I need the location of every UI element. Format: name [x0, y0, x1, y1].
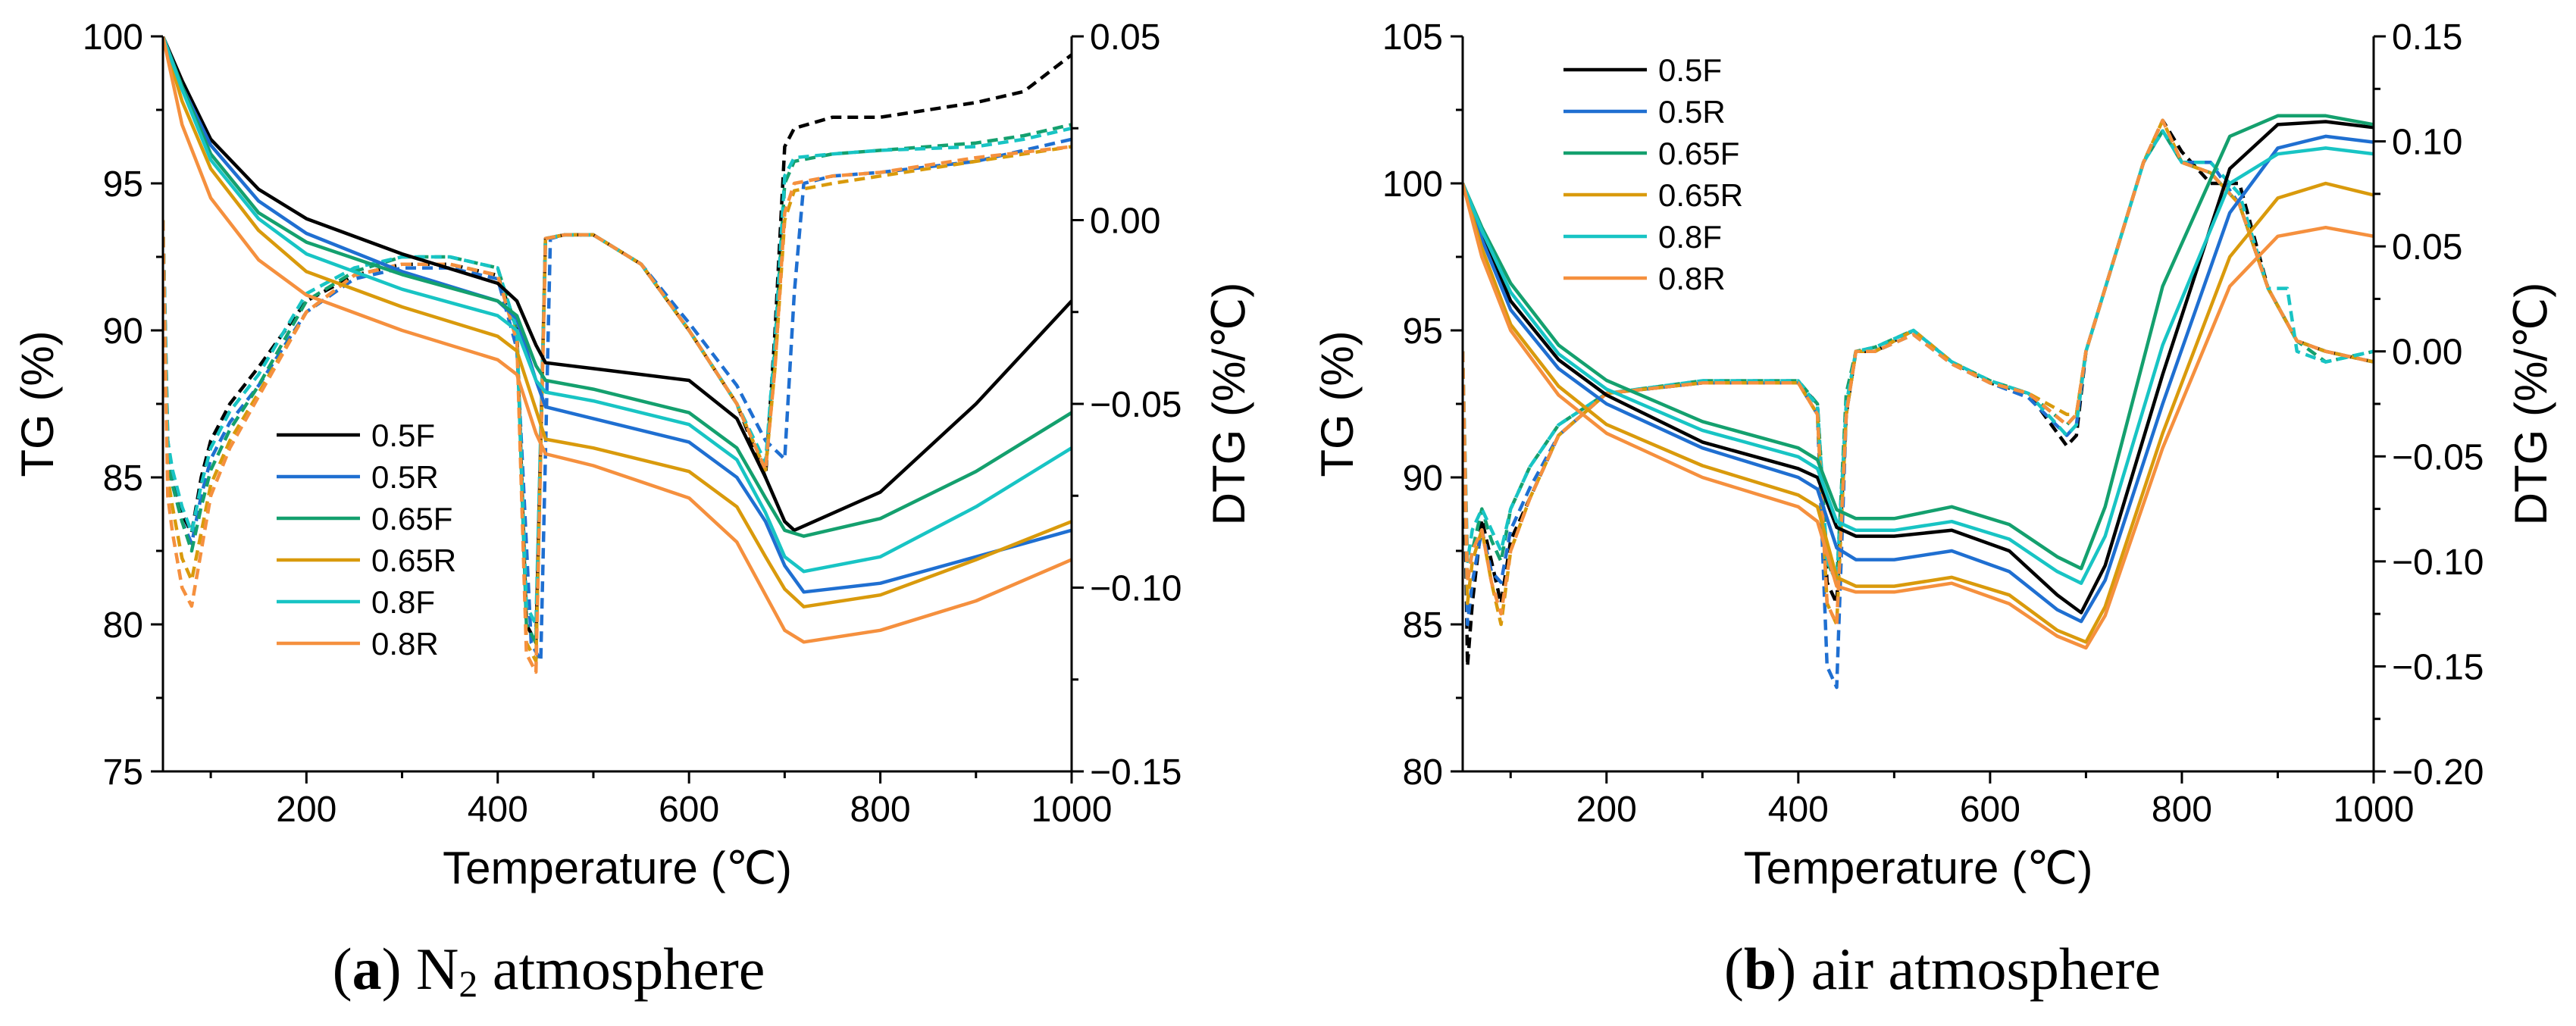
legend-b: 0.5F 0.5R 0.65F 0.65R 0.8F 0.8R: [1563, 52, 1743, 296]
legend-label-b-0.65F: 0.65F: [1658, 136, 1739, 171]
y2-tick-label-b-1: −0.15: [2392, 647, 2484, 687]
y2-tick-label-a-0: −0.15: [1090, 752, 1182, 793]
tg-line-b-0.8F: [1463, 146, 2374, 585]
chart-b: 200 400 600 800 1000 80 85 90 95 100 105 −0.20 −0.15…: [1312, 17, 2556, 893]
tg-line-a-0.5R: [163, 36, 1072, 594]
legend-label-a-0.65F: 0.65F: [371, 501, 452, 536]
y2-tick-label-b-0: −0.20: [2392, 752, 2484, 793]
y-tick-label-b-100: 100: [1382, 164, 1443, 205]
y-axis-title-b: TG (%): [1312, 330, 1363, 477]
y2-tick-label-a-4: 0.05: [1090, 17, 1160, 58]
x-axis-title-b: Temperature (℃): [1744, 843, 2093, 893]
tg-line-a-0.8R: [163, 36, 1072, 644]
tg-line-a-0.5F: [163, 36, 1072, 533]
x-tick-label-a-200: 200: [276, 790, 336, 830]
y2-tick-label-a-1: −0.10: [1090, 569, 1182, 609]
legend-label-b-0.5R: 0.5R: [1658, 94, 1726, 130]
y-axis-title-a: TG (%): [12, 330, 63, 477]
y2-tick-label-a-3: 0.00: [1090, 202, 1160, 242]
caption-b: (b) air atmosphere: [1724, 936, 2161, 1002]
y-tick-label-b-80: 80: [1403, 752, 1443, 793]
plot-area-b: [1463, 114, 2374, 690]
plot-area-a: [163, 36, 1072, 674]
dtg-line-a-0.65R: [163, 145, 1072, 663]
y-tick-label-b-85: 85: [1403, 605, 1443, 646]
x-tick-label-a-600: 600: [659, 790, 719, 830]
y-tick-label-a-90: 90: [103, 311, 143, 352]
dtg-line-a-0.5R: [163, 137, 1072, 663]
dtg-line-a-0.8R: [163, 145, 1072, 674]
y2-tick-label-b-4: 0.00: [2392, 333, 2462, 373]
tg-line-b-0.5R: [1463, 134, 2374, 624]
tg-line-a-0.8F: [163, 36, 1072, 574]
y2-tick-label-b-3: −0.05: [2392, 437, 2484, 477]
y-tick-label-a-95: 95: [103, 164, 143, 205]
legend-label-a-0.5R: 0.5R: [371, 459, 439, 495]
dtg-line-a-0.5F: [163, 53, 1072, 645]
y2-axis-title-b: DTG (%/℃): [2506, 283, 2556, 526]
caption-a: (a) N2 atmosphere: [333, 936, 765, 1005]
y2-tick-label-b-2: −0.10: [2392, 543, 2484, 583]
y-tick-label-a-80: 80: [103, 605, 143, 646]
tg-line-a-0.65R: [163, 36, 1072, 608]
x-tick-label-b-600: 600: [1960, 790, 2020, 830]
y2-tick-label-b-6: 0.10: [2392, 123, 2462, 163]
dtg-line-a-0.65F: [163, 123, 1072, 645]
y-tick-label-b-90: 90: [1403, 458, 1443, 499]
x-axis-title-a: Temperature (℃): [443, 843, 792, 893]
x-tick-label-b-200: 200: [1576, 790, 1637, 830]
legend-label-b-0.8R: 0.8R: [1658, 261, 1726, 296]
y2-axis-title-a: DTG (%/℃): [1203, 283, 1254, 526]
y-tick-label-b-95: 95: [1403, 311, 1443, 352]
y2-tick-label-a-2: −0.05: [1090, 385, 1182, 425]
x-tick-label-b-400: 400: [1768, 790, 1829, 830]
legend-label-a-0.8F: 0.8F: [371, 584, 435, 620]
y-tick-label-b-105: 105: [1382, 17, 1443, 58]
dtg-line-b-0.5R: [1463, 129, 2374, 690]
legend-label-b-0.5F: 0.5F: [1658, 52, 1722, 88]
legend-a: 0.5F 0.5R 0.65F 0.65R 0.8F 0.8R: [277, 418, 456, 662]
x-tick-label-a-800: 800: [850, 790, 911, 830]
y-tick-label-a-100: 100: [83, 17, 143, 58]
x-tick-label-a-1000: 1000: [1031, 790, 1113, 830]
y-tick-label-a-75: 75: [103, 752, 143, 793]
dtg-line-b-0.8R: [1463, 118, 2374, 627]
legend-label-b-0.8F: 0.8F: [1658, 219, 1722, 255]
y-tick-label-a-85: 85: [103, 458, 143, 499]
y2-tick-label-b-5: 0.05: [2392, 227, 2462, 267]
tg-line-b-0.65F: [1463, 114, 2374, 571]
x-tick-label-a-400: 400: [468, 790, 528, 830]
x-tick-label-b-800: 800: [2152, 790, 2212, 830]
dtg-line-a-0.8F: [163, 127, 1072, 627]
y2-tick-label-b-7: 0.15: [2392, 17, 2462, 58]
legend-label-b-0.65R: 0.65R: [1658, 177, 1743, 213]
legend-label-a-0.65R: 0.65R: [371, 543, 456, 578]
tg-line-b-0.65R: [1463, 181, 2374, 644]
chart-a: 200 400 600 800 1000 75 80 85 90 95 100 −0.15 −0.10 −…: [12, 17, 1254, 893]
legend-label-a-0.8R: 0.8R: [371, 626, 439, 662]
legend-label-a-0.5F: 0.5F: [371, 418, 435, 453]
x-tick-label-b-1000: 1000: [2333, 790, 2415, 830]
tg-line-b-0.8R: [1463, 183, 2374, 650]
tg-line-a-0.65F: [163, 36, 1072, 538]
